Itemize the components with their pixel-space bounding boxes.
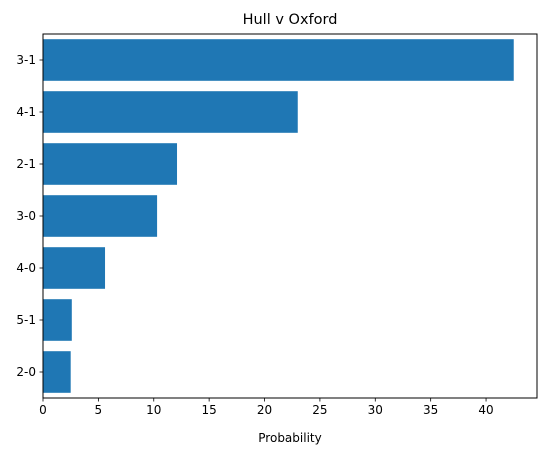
- x-axis-title: Probability: [258, 431, 321, 445]
- y-axis-ticks: 3-1 4-1 2-1 3-0 4-0 5-1 2-0: [16, 53, 43, 379]
- x-tick-label: 10: [146, 403, 161, 417]
- y-tick-label: 4-1: [16, 105, 36, 119]
- y-tick-label: 5-1: [16, 313, 36, 327]
- y-tick-label: 4-0: [16, 261, 36, 275]
- x-tick-label: 25: [312, 403, 327, 417]
- x-tick-label: 20: [257, 403, 272, 417]
- x-tick-label: 40: [478, 403, 493, 417]
- y-tick-label: 3-1: [16, 53, 36, 67]
- bar-4-1: [43, 91, 298, 133]
- y-tick-label: 2-1: [16, 157, 36, 171]
- x-tick-label: 0: [39, 403, 47, 417]
- bar-3-0: [43, 195, 158, 237]
- x-tick-label: 15: [202, 403, 217, 417]
- x-axis-ticks: 0 5 10 15 20 25 30 35 40: [39, 398, 494, 417]
- x-tick-label: 35: [423, 403, 438, 417]
- bar-2-1: [43, 143, 178, 185]
- x-tick-label: 30: [368, 403, 383, 417]
- x-tick-label: 5: [95, 403, 103, 417]
- y-tick-label: 3-0: [16, 209, 36, 223]
- bar-3-1: [43, 39, 514, 81]
- bar-5-1: [43, 299, 72, 341]
- bar-2-0: [43, 351, 71, 393]
- plot-frame: [42, 33, 538, 399]
- bar-4-0: [43, 247, 106, 289]
- bars-layer: [43, 39, 514, 393]
- chart-title: Hull v Oxford: [243, 12, 338, 28]
- y-tick-label: 2-0: [16, 365, 36, 379]
